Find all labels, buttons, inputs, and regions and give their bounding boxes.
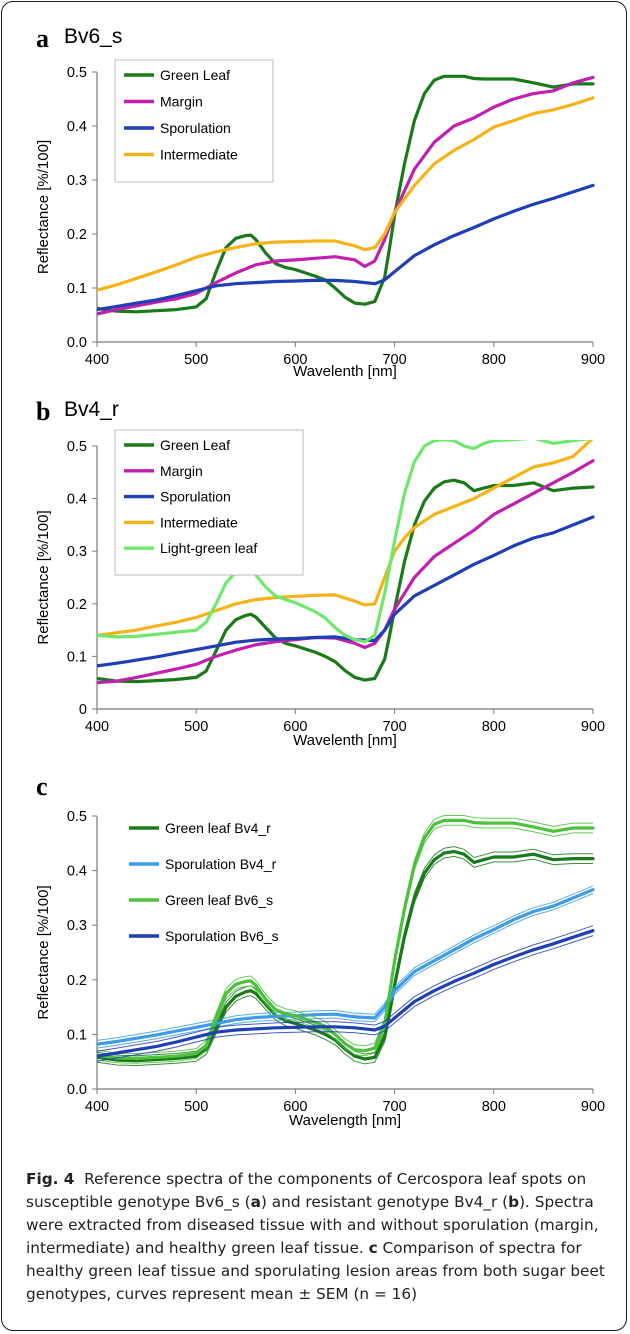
series-line (97, 459, 595, 685)
sem-band-line (97, 935, 594, 1062)
series-line (97, 183, 595, 312)
caption-bold-c: c (368, 1239, 378, 1257)
y-tick-label: 0.1 (67, 281, 87, 297)
panel-title-b: Bv4_r (64, 398, 119, 421)
y-tick-label: 0.4 (67, 864, 87, 880)
chart-b: 400 500 600 700 800 900 0 0.1 0.2 0.3 0.4 0.5 Wavele… (35, 429, 605, 749)
y-tick-label: 0.0 (67, 1082, 87, 1098)
series-line (97, 818, 595, 1060)
x-tick-label: 700 (382, 352, 406, 368)
legend-label: Sporulation Bv6_s (165, 928, 279, 944)
y-axis-title: Reflectance [%/100] (35, 140, 52, 274)
panel-letter-c: c (36, 772, 48, 801)
x-axis-title: Wavelenth [nm] (293, 363, 397, 380)
x-tick-label: 900 (581, 352, 605, 368)
y-axis-title: Reflectance [%/100] (35, 885, 52, 1019)
sem-band-line (97, 925, 594, 1052)
x-tick-label: 400 (85, 352, 109, 368)
series-line (97, 478, 595, 684)
chart-a: 400 500 600 700 800 900 0.0 0.1 0.2 0.3 0.4 0.5 Wave… (35, 59, 605, 380)
caption-part-4: Comparison of spectra for healthy green … (26, 1239, 605, 1303)
legend-box (114, 59, 274, 183)
x-axis-title: Wavelength [nm] (289, 1112, 401, 1129)
caption-label: Fig. 4 (26, 1170, 75, 1188)
sem-band-line (97, 846, 593, 1057)
chart-c: 400 500 600 700 800 900 0.0 0.1 0.2 0.3 0.4 0.5 Wave… (35, 809, 605, 1129)
legend-label: Sporulation (160, 489, 231, 505)
caption-bold-b: b (508, 1193, 520, 1211)
x-tick-label: 500 (184, 719, 208, 735)
y-tick-label: 0 (79, 702, 87, 718)
x-tick-label: 900 (581, 719, 605, 735)
sem-band-line (97, 885, 594, 1041)
y-tick-label: 0.5 (67, 809, 87, 825)
y-tick-label: 0.1 (67, 1027, 87, 1043)
x-tick-label: 800 (482, 352, 506, 368)
y-tick-label: 0.3 (67, 544, 87, 560)
y-tick-label: 0.4 (67, 119, 87, 135)
y-tick-label: 0.4 (67, 492, 87, 508)
caption-part-2: ) and resistant genotype Bv4_r ( (260, 1193, 509, 1211)
sem-band-line (97, 893, 594, 1049)
series-line (97, 888, 595, 1046)
x-tick-label: 400 (85, 719, 109, 735)
x-tick-label: 600 (283, 719, 307, 735)
plot-area (97, 815, 595, 1067)
series-line (97, 440, 591, 644)
legend: Green Leaf Margin Sporulation Intermediate (114, 59, 274, 183)
y-tick-label: 0.2 (67, 227, 87, 243)
legend-label: Green Leaf (160, 67, 230, 83)
y-tick-label: 0.0 (67, 335, 87, 351)
x-tick-label: 600 (283, 352, 307, 368)
series-line (97, 929, 595, 1058)
caption-part-1: Reference spectra of the components of C… (26, 1170, 587, 1211)
y-tick-label: 0.5 (67, 65, 87, 81)
legend-box (114, 429, 304, 576)
caption-bold-a: a (250, 1193, 261, 1211)
plot-area (97, 74, 595, 316)
y-tick-label: 0.5 (67, 439, 87, 455)
sem-band-line (97, 815, 593, 1055)
legend-label: Intermediate (160, 514, 238, 530)
series-line (97, 74, 595, 314)
x-tick-label: 500 (184, 1099, 208, 1115)
series-line (97, 75, 595, 316)
caption-part-3: ). Spectra were extracted from diseased … (26, 1193, 599, 1257)
y-axis-title: Reflectance [%/100] (35, 510, 52, 644)
x-axis-title: Wavelenth [nm] (293, 732, 397, 749)
legend-label: Margin (160, 94, 203, 110)
x-tick-label: 400 (85, 1099, 109, 1115)
x-tick-label: 600 (283, 1099, 307, 1115)
x-tick-label: 900 (581, 1099, 605, 1115)
panel-title-a: Bv6_s (64, 25, 123, 48)
series-line (97, 96, 595, 292)
y-tick-label: 0.2 (67, 597, 87, 613)
legend: Green Leaf Margin Sporulation Intermediate L… (114, 429, 304, 576)
x-tick-label: 700 (382, 719, 406, 735)
y-tick-label: 0.3 (67, 173, 87, 189)
plot-area (97, 440, 595, 685)
figure-caption: Fig. 4 Reference spectra of the componen… (26, 1168, 606, 1306)
x-tick-label: 800 (482, 1099, 506, 1115)
legend-label: Green Leaf (160, 437, 230, 453)
panel-letter-a: a (36, 24, 49, 53)
panel-letter-b: b (36, 397, 51, 426)
y-tick-label: 0.3 (67, 918, 87, 934)
legend: Green leaf Bv4_r Sporulation Bv4_r Green l… (129, 820, 279, 944)
legend-label: Green leaf Bv4_r (165, 820, 271, 836)
legend-label: Intermediate (160, 147, 238, 163)
y-tick-label: 0.1 (67, 649, 87, 665)
legend-label: Sporulation Bv4_r (165, 856, 277, 872)
legend-label: Green leaf Bv6_s (165, 892, 273, 908)
legend-label: Margin (160, 463, 203, 479)
y-tick-label: 0.2 (67, 973, 87, 989)
x-tick-label: 700 (382, 1099, 406, 1115)
legend-label: Sporulation (160, 120, 231, 136)
series-line (97, 440, 594, 637)
sem-band-line (97, 855, 593, 1067)
legend-label: Light-green leaf (160, 540, 257, 556)
x-tick-label: 800 (482, 719, 506, 735)
x-tick-label: 500 (184, 352, 208, 368)
